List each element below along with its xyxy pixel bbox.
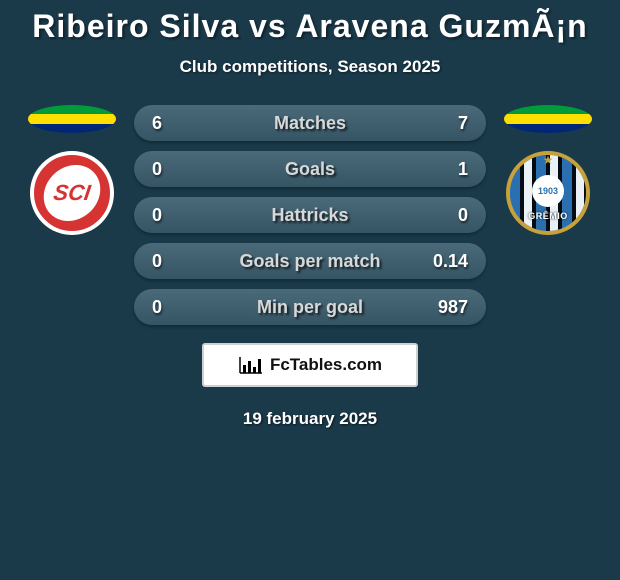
star-icon: ★ bbox=[543, 153, 554, 167]
stat-right-value: 7 bbox=[432, 113, 468, 134]
stat-left-value: 0 bbox=[152, 159, 188, 180]
stat-label: Goals per match bbox=[239, 251, 380, 272]
watermark-text: FcTables.com bbox=[270, 355, 382, 375]
stats-column: 6 Matches 7 0 Goals 1 0 Hattricks 0 0 Go… bbox=[134, 105, 486, 325]
stat-row-matches: 6 Matches 7 bbox=[134, 105, 486, 141]
stat-right-value: 1 bbox=[432, 159, 468, 180]
stat-label: Goals bbox=[285, 159, 335, 180]
left-team-column: SCI bbox=[22, 105, 122, 235]
flag-stripe bbox=[504, 105, 592, 114]
left-flag-icon bbox=[28, 105, 116, 133]
stat-right-value: 0 bbox=[432, 205, 468, 226]
flag-stripe bbox=[28, 124, 116, 133]
main-row: SCI 6 Matches 7 0 Goals 1 0 Hattricks 0 … bbox=[0, 105, 620, 325]
stat-left-value: 0 bbox=[152, 205, 188, 226]
crest-name: GRÊMIO bbox=[510, 211, 586, 221]
flag-stripe bbox=[28, 105, 116, 114]
flag-stripe bbox=[504, 124, 592, 133]
comparison-card: Ribeiro Silva vs Aravena GuzmÃ¡n Club co… bbox=[0, 0, 620, 429]
stat-right-value: 987 bbox=[432, 297, 468, 318]
page-subtitle: Club competitions, Season 2025 bbox=[180, 57, 441, 77]
stat-left-value: 6 bbox=[152, 113, 188, 134]
right-crest-icon: ★ 1903 GRÊMIO bbox=[506, 151, 590, 235]
left-crest-icon: SCI bbox=[30, 151, 114, 235]
flag-stripe bbox=[504, 114, 592, 123]
stat-left-value: 0 bbox=[152, 297, 188, 318]
stat-right-value: 0.14 bbox=[432, 251, 468, 272]
stat-row-min-per-goal: 0 Min per goal 987 bbox=[134, 289, 486, 325]
stat-left-value: 0 bbox=[152, 251, 188, 272]
stat-label: Min per goal bbox=[257, 297, 363, 318]
stat-label: Hattricks bbox=[271, 205, 348, 226]
flag-stripe bbox=[28, 114, 116, 123]
stat-row-goals: 0 Goals 1 bbox=[134, 151, 486, 187]
page-title: Ribeiro Silva vs Aravena GuzmÃ¡n bbox=[32, 8, 587, 45]
date-label: 19 february 2025 bbox=[243, 409, 377, 429]
left-crest-text: SCI bbox=[40, 165, 104, 221]
bar-chart-icon bbox=[238, 355, 264, 375]
watermark-badge[interactable]: FcTables.com bbox=[202, 343, 418, 387]
crest-year: 1903 bbox=[532, 175, 564, 207]
stat-row-goals-per-match: 0 Goals per match 0.14 bbox=[134, 243, 486, 279]
stat-label: Matches bbox=[274, 113, 346, 134]
stat-row-hattricks: 0 Hattricks 0 bbox=[134, 197, 486, 233]
right-flag-icon bbox=[504, 105, 592, 133]
right-team-column: ★ 1903 GRÊMIO bbox=[498, 105, 598, 235]
